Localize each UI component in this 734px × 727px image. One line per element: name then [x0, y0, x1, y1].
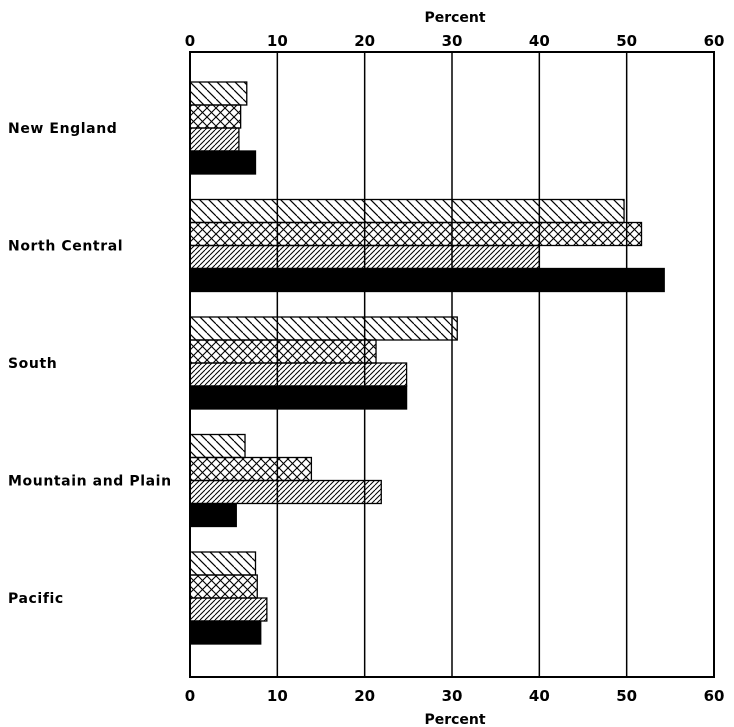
plot-frame — [189, 51, 715, 678]
bar — [189, 244, 540, 270]
category-label: New England — [8, 121, 117, 137]
x-tick-label: 60 — [704, 32, 725, 50]
category-label: Mountain and Plain — [8, 474, 172, 490]
x-tick-label: 50 — [616, 687, 637, 705]
x-axis-title-bottom: Percent — [424, 712, 485, 727]
bars — [189, 81, 665, 645]
bar — [189, 104, 242, 129]
category-label: Pacific — [8, 591, 64, 607]
bar — [189, 267, 665, 293]
bar — [189, 479, 382, 505]
bar — [189, 198, 625, 224]
bar — [189, 502, 237, 528]
x-tick-label: 40 — [529, 32, 550, 50]
category-labels: New England North Central South Mountain an… — [8, 121, 172, 607]
x-tick-label: 30 — [442, 32, 463, 50]
bar — [189, 620, 262, 645]
bar — [189, 362, 408, 387]
bar — [189, 385, 408, 410]
x-tick-label: 20 — [354, 687, 375, 705]
bar — [189, 81, 248, 106]
x-tick-label: 0 — [185, 687, 195, 705]
bar — [189, 150, 257, 175]
category-label: South — [8, 356, 57, 372]
bar — [189, 574, 258, 599]
bar — [189, 551, 257, 576]
x-tick-label: 10 — [267, 32, 288, 50]
bar — [189, 316, 458, 341]
bar — [189, 433, 246, 459]
gridlines — [276, 52, 628, 677]
x-tick-label: 10 — [267, 687, 288, 705]
x-axis-title-top: Percent — [424, 10, 485, 26]
x-tick-label: 60 — [704, 687, 725, 705]
bar — [189, 597, 268, 622]
category-label: North Central — [8, 239, 123, 255]
x-tick-label: 30 — [442, 687, 463, 705]
bar — [189, 339, 377, 364]
x-tick-label: 50 — [616, 32, 637, 50]
x-tick-label: 0 — [185, 32, 195, 50]
bar — [189, 127, 240, 152]
x-tick-labels-top: 0 10 20 30 40 50 60 — [185, 32, 725, 50]
x-tick-label: 40 — [529, 687, 550, 705]
bar — [189, 221, 643, 247]
x-tick-label: 20 — [354, 32, 375, 50]
bar — [189, 456, 313, 482]
x-tick-labels-bottom: 0 10 20 30 40 50 60 — [185, 687, 725, 705]
